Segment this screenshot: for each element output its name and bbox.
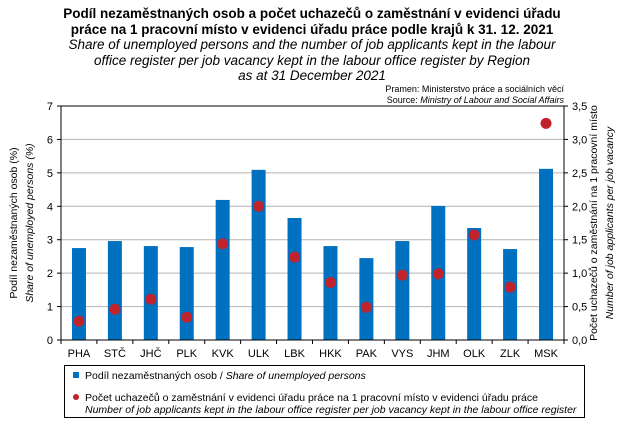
dot-lbk [289, 251, 301, 263]
dot-pak [360, 301, 372, 313]
bar-jhč [143, 246, 158, 340]
bar-vys [395, 241, 410, 340]
y-right-tick-label: 0,0 [572, 335, 587, 347]
dot-olk [468, 229, 480, 241]
dot-hkk [324, 277, 336, 289]
x-tick-label: JHČ [140, 347, 161, 360]
dot-pha [73, 315, 85, 327]
bar-pha [71, 248, 86, 340]
legend: Podíl nezaměstnaných osob / Share of une… [64, 365, 585, 418]
x-tick-label: MSK [534, 348, 559, 360]
y-left-tick-label: 5 [47, 168, 53, 180]
y-axis-left-label-cz: Podíl nezaměstnaných osob (%) [8, 147, 20, 298]
y-right-tick-label: 0,5 [572, 302, 587, 314]
x-tick-label: ULK [248, 348, 270, 360]
source-en-label: Source: [386, 94, 418, 105]
dot-jhč [145, 293, 157, 305]
legend-dot-label-cz: Počet uchazečů o zaměstnání v evidenci ú… [85, 392, 538, 404]
dot-kvk [217, 238, 229, 250]
legend-item-bars: Podíl nezaměstnaných osob / Share of une… [73, 370, 366, 382]
y-right-tick-label: 2,5 [572, 168, 587, 180]
axes [57, 105, 568, 344]
y-right-tick-label: 3,0 [572, 134, 587, 146]
source-en: Ministry of Labour and Social Affairs [420, 94, 564, 105]
x-tick-label: PHA [68, 348, 91, 360]
x-tick-label: HKK [319, 348, 342, 360]
title-en-line-1: Share of unemployed persons and the numb… [68, 37, 556, 52]
gridlines [61, 138, 564, 308]
dot-jhm [432, 268, 444, 280]
bar-lbk [287, 217, 302, 340]
bar-kvk [215, 199, 230, 340]
legend-swatch-bar [73, 372, 79, 378]
dot-plk [181, 311, 193, 323]
legend-bar-label-en: Share of unemployed persons [225, 370, 366, 382]
dot-ulk [253, 200, 265, 212]
y-right-tick-label: 2,0 [572, 201, 587, 213]
y-left-tick-label: 6 [47, 134, 53, 146]
y-left-tick-label: 4 [47, 201, 53, 213]
bar-series [71, 168, 554, 340]
tick-labels: 0 1 2 3 4 5 6 7 0,0 0,5 1,0 1,5 2,0 2,5 3,0 3,5 PHA STČ JH… [47, 101, 587, 360]
x-tick-label: VYS [391, 348, 413, 360]
legend-swatch-dot [73, 394, 79, 400]
source-cz: Pramen: Ministerstvo práce a sociálních … [385, 84, 564, 94]
x-tick-label: OLK [463, 348, 486, 360]
bar-stč [107, 241, 122, 340]
x-tick-label: PAK [356, 348, 378, 360]
x-tick-label: KVK [212, 348, 235, 360]
title-en-line-2: office register per job vacancy kept in … [94, 52, 530, 68]
y-axis-right-label-cz: Počet uchazečů o zaměstnání na 1 pracovn… [588, 105, 600, 341]
y-left-tick-label: 0 [47, 335, 53, 347]
title-cz-line-1: Podíl nezaměstnaných osob a počet uchaze… [63, 6, 561, 21]
legend-dot-label-en: Number of job applicants kept in the lab… [85, 404, 577, 416]
dot-series [73, 117, 552, 327]
bar-olk [467, 228, 482, 340]
bar-ulk [251, 169, 266, 340]
x-tick-label: LBK [284, 348, 305, 360]
bar-msk [539, 168, 554, 340]
x-tick-label: JHM [427, 348, 450, 360]
y-right-tick-label: 1,5 [572, 235, 587, 247]
chart-title: Podíl nezaměstnaných osob a počet uchaze… [0, 6, 624, 84]
source-en-line: Source: Ministry of Labour and Social Af… [385, 95, 564, 106]
x-tick-label: ZLK [500, 348, 521, 360]
dot-vys [396, 269, 408, 281]
bar-zlk [503, 249, 518, 340]
y-left-tick-label: 2 [47, 268, 53, 280]
y-axis-right-label-en: Number of job applicants per job vacancy [604, 126, 616, 319]
dot-stč [109, 303, 121, 315]
y-right-tick-label: 1,0 [572, 268, 587, 280]
y-axis-left-label-en: Share of unemployed persons (%) [24, 143, 36, 302]
legend-item-dots: Počet uchazečů o zaměstnání v evidenci ú… [73, 392, 576, 416]
bar-hkk [323, 246, 338, 340]
title-en-line-3: as at 31 December 2021 [238, 68, 386, 83]
x-tick-label: STČ [104, 347, 126, 360]
y-left-tick-label: 7 [47, 101, 53, 113]
bar-pak [359, 258, 374, 340]
y-left-tick-label: 3 [47, 235, 53, 247]
x-tick-label: PLK [176, 348, 197, 360]
bar-plk [179, 247, 194, 340]
dot-zlk [504, 281, 516, 293]
dot-msk [540, 117, 552, 129]
y-left-tick-label: 1 [47, 302, 53, 314]
legend-bar-label-cz: Podíl nezaměstnaných osob [85, 370, 217, 382]
source-note: Pramen: Ministerstvo práce a sociálních … [385, 84, 564, 105]
y-right-tick-label: 3,5 [572, 101, 587, 113]
title-cz-line-2: práce na 1 pracovní místo v evidenci úřa… [70, 21, 554, 37]
